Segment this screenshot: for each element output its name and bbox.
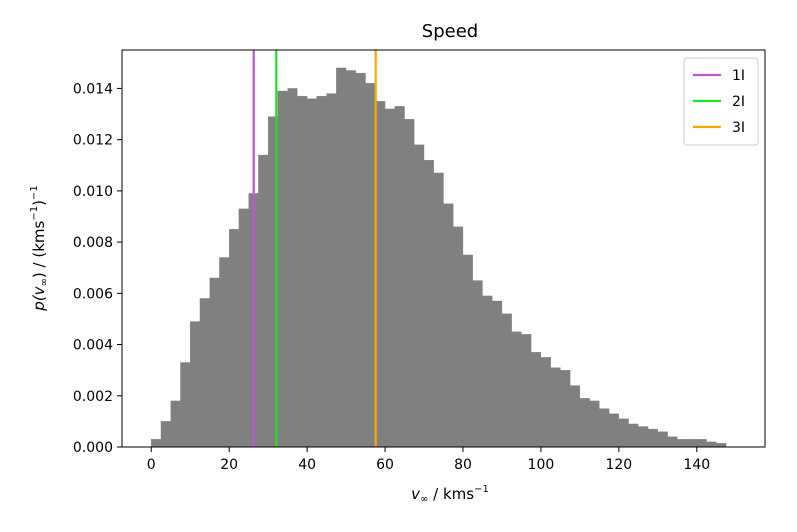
x-tick-label: 140 xyxy=(683,457,710,473)
histogram-bar xyxy=(326,93,337,448)
y-tick-label: 0.002 xyxy=(73,389,113,405)
x-tick-label: 20 xyxy=(220,457,238,473)
y-tick-label: 0.004 xyxy=(73,338,113,354)
y-tick-label: 0.006 xyxy=(73,286,113,302)
histogram-bar xyxy=(706,441,717,448)
histogram-bar xyxy=(550,367,561,448)
legend-label-1i: 1I xyxy=(732,68,745,84)
histogram-bar xyxy=(716,443,727,448)
x-axis-ticks: 0 20 40 60 80 100 120 140 xyxy=(147,447,710,473)
histogram-bar xyxy=(560,370,571,448)
histogram-bar xyxy=(170,400,181,448)
histogram-bar xyxy=(336,67,347,448)
histogram-bar xyxy=(365,83,376,448)
histogram-bar xyxy=(521,334,532,448)
histogram-bar xyxy=(355,72,366,448)
reference-lines xyxy=(252,50,377,447)
histogram-bar xyxy=(443,203,454,448)
histogram-bar xyxy=(219,257,230,448)
histogram-bar xyxy=(696,439,707,448)
x-tick-label: 40 xyxy=(298,457,316,473)
histogram-bar xyxy=(492,300,503,448)
legend-label-3i: 3I xyxy=(732,120,745,136)
histogram-bar xyxy=(531,352,542,448)
y-tick-label: 0.014 xyxy=(73,81,113,97)
y-tick-label: 0.012 xyxy=(73,133,113,149)
y-tick-label: 0.010 xyxy=(73,184,113,200)
histogram-bar xyxy=(316,95,327,448)
histogram-bar xyxy=(277,90,288,448)
histogram-bar xyxy=(199,298,210,448)
histogram-bar xyxy=(151,439,162,448)
plot-frame xyxy=(121,49,766,448)
histogram-bar xyxy=(453,226,464,448)
x-tick-label: 120 xyxy=(605,457,632,473)
y-tick-label: 0.008 xyxy=(73,235,113,251)
histogram-bar xyxy=(667,436,678,448)
y-tick-label: 0.000 xyxy=(73,440,113,456)
histogram-bar xyxy=(511,331,522,448)
histogram-bar xyxy=(608,413,620,448)
histogram-bar xyxy=(570,385,581,448)
histogram-bar xyxy=(238,208,249,448)
histogram-bar xyxy=(472,280,483,448)
legend-label-2i: 2I xyxy=(732,94,745,110)
histogram-bar xyxy=(501,313,512,448)
histogram-bar xyxy=(618,418,629,448)
histogram-bar xyxy=(160,421,171,448)
histogram-bar xyxy=(647,428,658,448)
histogram-bar xyxy=(589,400,600,448)
y-axis-label: p(v∞) / (kms−1)−1 xyxy=(29,185,50,311)
legend: 1I 2I 3I xyxy=(683,57,759,146)
x-tick-label: 60 xyxy=(376,457,394,473)
histogram-bar xyxy=(229,229,240,448)
histogram-bar xyxy=(345,70,356,448)
histogram-bar xyxy=(414,144,425,448)
histogram-bar xyxy=(394,106,405,448)
histogram-bar xyxy=(423,159,434,448)
x-axis-label: v∞ / kms−1 xyxy=(411,484,489,505)
chart-title: Speed xyxy=(422,21,478,42)
histogram-bar xyxy=(677,439,688,448)
histogram-bar xyxy=(482,295,493,448)
histogram-bar xyxy=(657,431,668,448)
histogram-bar xyxy=(190,321,201,448)
histogram-bar xyxy=(433,172,444,448)
histogram-bar xyxy=(180,362,191,448)
x-tick-label: 0 xyxy=(147,457,156,473)
histogram-bar xyxy=(297,95,308,448)
histogram-bar xyxy=(579,398,590,448)
histogram-bar xyxy=(638,426,649,448)
x-tick-label: 80 xyxy=(454,457,472,473)
y-axis-ticks: 0.000 0.002 0.004 0.006 0.008 0.010 0.012 0.014 xyxy=(73,81,122,456)
histogram-bar xyxy=(540,357,551,448)
histogram-bar xyxy=(462,254,473,448)
histogram-bar xyxy=(599,408,610,448)
histogram-bar xyxy=(384,108,395,448)
x-tick-label: 100 xyxy=(528,457,555,473)
histogram-bar xyxy=(686,439,697,448)
histogram-bars xyxy=(151,67,727,448)
histogram-bar xyxy=(287,88,298,448)
histogram-bar xyxy=(306,98,317,448)
histogram-bar xyxy=(258,154,269,448)
histogram-bar xyxy=(209,277,220,448)
histogram-bar xyxy=(404,119,415,448)
histogram-bar xyxy=(628,423,639,448)
